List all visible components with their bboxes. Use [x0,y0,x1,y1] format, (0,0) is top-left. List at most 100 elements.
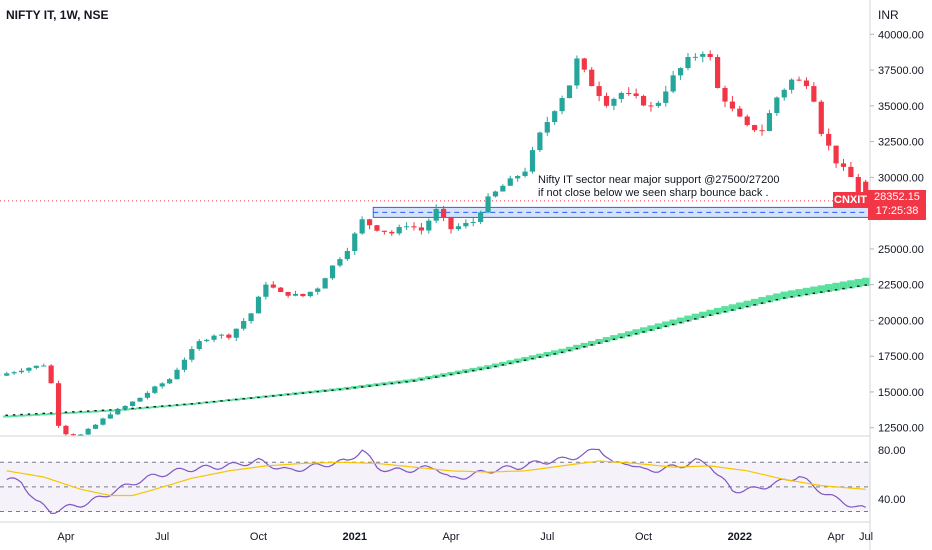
band-segment [99,410,107,413]
candle-body [781,89,787,98]
band-segment [588,340,596,346]
candle-body [278,287,284,292]
candle-body [752,125,758,131]
candle-body [174,369,180,380]
band-segment [765,295,774,303]
band-segment [625,331,633,337]
band-segment [647,325,655,331]
candle-body [55,383,62,426]
band-segment [536,353,544,359]
band-segment [862,277,870,287]
candle-body [366,219,373,226]
price-tick-label: 20000.00 [878,315,924,327]
band-segment [499,361,507,366]
band-segment [506,360,514,365]
candle-body [107,414,113,419]
time-tick-label: Jul [155,531,169,543]
candle-body [411,226,417,228]
price-tick-label: 40000.00 [878,29,924,41]
candle-body [41,365,47,367]
band-segment [454,370,463,375]
candle-body [648,105,654,107]
candle-body [603,95,610,106]
candle-body [270,284,276,288]
candle-body [692,56,698,58]
last-price-value: 28352.15 [874,191,920,203]
price-tick-label: 22500.00 [878,280,924,292]
band-segment [580,342,589,348]
time-tick-label: 2021 [343,531,367,543]
candle-body [492,191,499,197]
last-price-tag: 28352.15 17:25:38 [868,190,926,220]
band-segment [491,363,500,368]
candle-body [470,221,476,223]
band-segment [550,350,559,355]
time-tick-label: Oct [635,531,652,543]
band-segment [810,286,818,295]
chart-title: NIFTY IT, 1W, NSE [6,8,109,22]
candle-body [204,339,210,342]
candle-body [715,57,721,88]
candle-body [677,68,684,76]
candle-body [152,386,158,393]
band-segment [632,329,640,335]
candle-body [515,176,521,179]
candle-body [381,230,387,232]
band-segment [847,280,855,289]
chart-annotation[interactable]: Nifty IT sector near major support @2750… [538,174,779,200]
bar-countdown: 17:25:38 [875,205,919,217]
candle-body [441,208,447,218]
candle-body [529,150,536,172]
candle-body [455,226,462,230]
band-segment [91,410,100,413]
candle-body [196,341,202,350]
candle-body [307,291,313,297]
time-tick-label: 2022 [728,531,752,543]
candle-body [241,321,247,329]
rsi-ma-line [6,460,866,497]
candle-body [811,86,817,102]
candle-body [485,196,491,213]
candle-body [855,176,861,193]
time-tick-label: Apr [442,531,459,543]
band-segment [743,300,751,308]
candle-body [640,95,647,106]
candle-body [344,250,350,260]
band-segment [832,282,840,291]
candle-body [537,132,543,151]
rsi-tick-label: 80.00 [878,445,906,457]
candle-body [189,349,195,360]
candle-body [566,85,573,99]
symbol-tag: CNXIT [833,192,868,208]
candle-body [292,293,299,296]
candle-body [552,111,558,123]
band-segment [565,346,574,352]
candle-body [70,434,76,436]
candle-body [389,231,395,234]
candle-body [403,226,410,228]
candle-body [522,171,528,177]
band-segment [3,415,11,418]
candle-body [655,102,661,106]
time-tick-label: Apr [828,531,845,543]
candle-body [700,53,706,57]
band-segment [839,281,848,290]
band-segment [750,298,759,306]
candle-body [115,408,121,415]
band-segment [721,306,729,313]
rsi-tick-label: 40.00 [878,494,906,506]
candle-body [559,98,565,112]
candle-body [374,225,380,231]
band-segment [476,366,485,371]
candle-body [581,58,587,70]
candle-body [589,69,595,87]
candle-body [789,79,795,90]
candle-body [803,80,810,87]
band-segment [47,412,55,415]
candle-body [833,145,839,164]
band-segment [787,290,796,298]
candle-body [596,86,602,96]
candle-body [300,293,306,297]
